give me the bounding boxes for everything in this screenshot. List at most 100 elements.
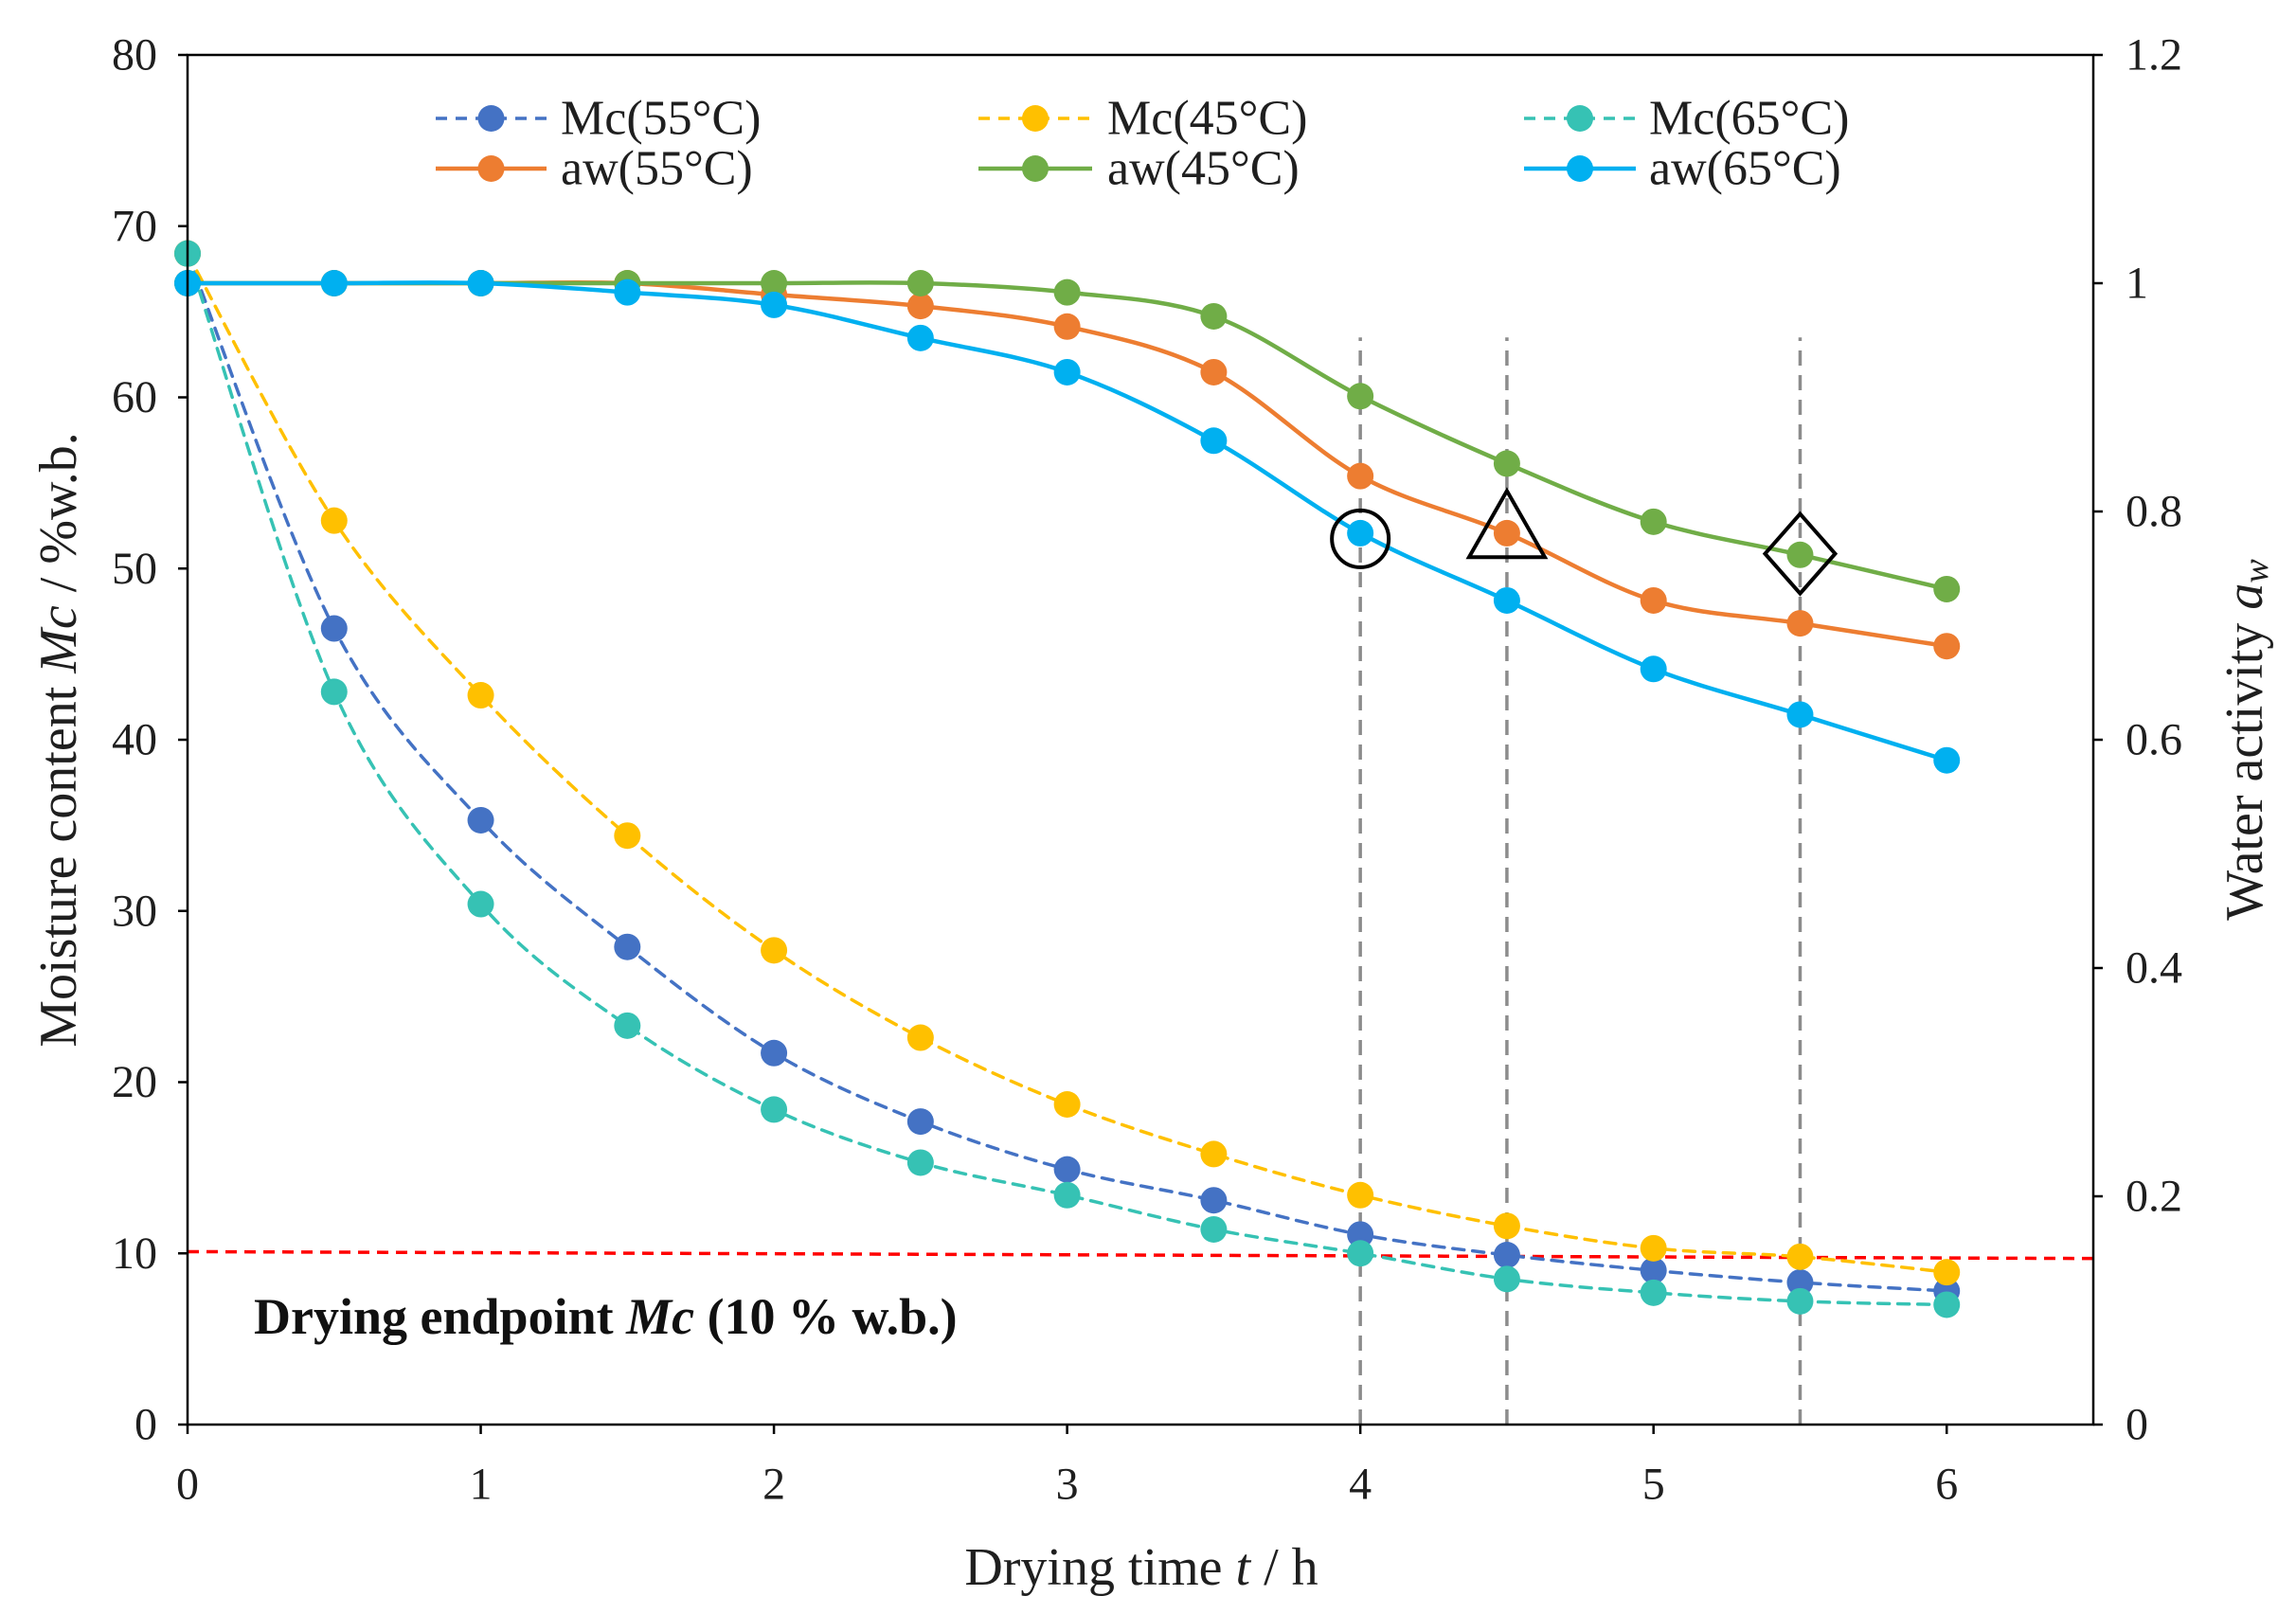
y-left-tick-label: 50 — [112, 544, 157, 594]
data-point-mc-55-c — [320, 615, 348, 642]
data-point-mc-55-c — [1493, 1242, 1520, 1269]
y-left-tick-label: 30 — [112, 886, 157, 936]
y-right-axis-label-subscript: w — [2236, 559, 2276, 583]
y-left-axis-label-text: Moisture content — [29, 673, 88, 1048]
data-point-aw-65-c — [614, 278, 641, 306]
y-right-axis-label: Water activity aw — [2215, 559, 2276, 921]
legend-marker — [1022, 155, 1049, 182]
data-point-aw-45-c — [1493, 450, 1520, 477]
legend-marker — [1022, 105, 1049, 132]
data-point-mc-65-c — [1640, 1279, 1667, 1306]
legend-label: aw(55°C) — [561, 142, 753, 196]
highlight-markers — [1330, 487, 1839, 597]
series-mc-65-c — [174, 240, 1961, 1318]
data-point-mc-65-c — [1347, 1240, 1374, 1267]
y-left-tick-label: 20 — [112, 1057, 157, 1107]
data-point-aw-55-c — [906, 293, 934, 320]
drying-endpoint-label-variable: Mc — [625, 1288, 694, 1345]
data-point-mc-55-c — [1786, 1268, 1814, 1296]
x-tick-label: 0 — [176, 1460, 199, 1510]
x-axis-label-text: Drying time — [964, 1538, 1235, 1597]
y-left-tick-label: 80 — [112, 30, 157, 81]
data-point-aw-45-c — [1933, 575, 1961, 602]
legend-item: Mc(55°C) — [436, 92, 761, 146]
data-point-aw-55-c — [1200, 358, 1228, 386]
x-tick-label: 5 — [1642, 1460, 1665, 1510]
data-point-mc-55-c — [1640, 1257, 1667, 1284]
x-tick-label: 3 — [1056, 1460, 1079, 1510]
data-point-mc-65-c — [467, 890, 494, 918]
data-point-mc-45-c — [320, 507, 348, 534]
y-right-axis-label-text: Water activity — [2215, 610, 2274, 921]
data-point-mc-45-c — [467, 682, 494, 709]
y-right-axis-label-variable: a — [2215, 583, 2274, 610]
legend: Mc(55°C) Mc(45°C) Mc(65°C) aw(55°C) aw(45°C)… — [436, 92, 1849, 196]
highlight-circle-marker — [1330, 508, 1391, 569]
data-point-mc-55-c — [761, 1039, 788, 1067]
drying-endpoint-label-unit: (10 % w.b.) — [694, 1288, 958, 1345]
y-right-tick-label: 1 — [2126, 259, 2148, 309]
data-point-aw-65-c — [1053, 358, 1081, 386]
series-line-mc-45-c — [186, 251, 1948, 1274]
y-right-tick-label: 0.2 — [2126, 1172, 2182, 1222]
y-left-tick-label: 0 — [135, 1400, 157, 1450]
series-aw-65-c — [174, 270, 1961, 774]
data-point-aw-55-c — [1347, 462, 1374, 490]
data-point-mc-45-c — [1640, 1234, 1667, 1262]
x-axis-label: Drying time t / h — [964, 1538, 1318, 1597]
y-left-axis-label-variable: Mc — [29, 605, 88, 674]
data-point-aw-45-c — [1200, 302, 1228, 330]
data-point-mc-65-c — [1786, 1287, 1814, 1315]
legend-marker — [477, 105, 505, 132]
data-point-mc-65-c — [1200, 1215, 1228, 1243]
y-left-axis-label-unit: / %w.b. — [29, 432, 88, 605]
y-left-axis-label: Moisture content Mc / %w.b. — [29, 432, 88, 1048]
data-point-aw-65-c — [1640, 655, 1667, 683]
legend-label: Mc(65°C) — [1649, 92, 1849, 146]
legend-marker — [477, 155, 505, 182]
data-point-aw-45-c — [906, 270, 934, 296]
data-point-aw-65-c — [1347, 519, 1374, 547]
data-point-mc-45-c — [1347, 1181, 1374, 1209]
data-point-mc-55-c — [1053, 1156, 1081, 1183]
y-left-tick-label: 70 — [112, 201, 157, 251]
legend-item: aw(65°C) — [1524, 142, 1841, 196]
data-point-mc-45-c — [614, 822, 641, 850]
legend-label: Mc(55°C) — [561, 92, 761, 146]
axis-ticks: 0 10 20 30 40 50 60 70 80 0 0.2 0.4 0.6 0.8 1 1.2 0 1 2 3 4 5… — [112, 30, 2182, 1510]
data-point-mc-65-c — [320, 678, 348, 706]
legend-item: Mc(65°C) — [1524, 92, 1849, 146]
legend-item: aw(45°C) — [978, 142, 1300, 196]
data-point-mc-55-c — [906, 1108, 934, 1136]
drying-endpoint-label-text: Drying endpoint — [254, 1288, 626, 1345]
data-point-mc-65-c — [614, 1012, 641, 1039]
data-point-aw-65-c — [1493, 586, 1520, 614]
data-point-aw-65-c — [1200, 427, 1228, 455]
data-point-aw-55-c — [1933, 633, 1961, 660]
data-point-aw-45-c — [1053, 278, 1081, 306]
data-point-aw-65-c — [761, 291, 788, 318]
y-right-tick-label: 0.4 — [2126, 943, 2182, 994]
data-point-mc-45-c — [906, 1024, 934, 1051]
legend-label: aw(65°C) — [1649, 142, 1841, 196]
data-point-aw-55-c — [1786, 610, 1814, 637]
data-point-aw-65-c — [320, 270, 348, 296]
x-tick-label: 2 — [762, 1460, 785, 1510]
y-right-tick-label: 1.2 — [2126, 30, 2182, 81]
series-mc-45-c — [174, 240, 1961, 1286]
y-right-tick-label: 0.6 — [2126, 715, 2182, 765]
drying-endpoint-label: Drying endpoint Mc (10 % w.b.) — [254, 1288, 958, 1345]
y-right-tick-label: 0 — [2126, 1400, 2148, 1450]
y-left-tick-label: 60 — [112, 372, 157, 422]
series-line-mc-55-c — [186, 251, 1948, 1293]
data-point-mc-45-c — [1200, 1140, 1228, 1168]
y-left-tick-label: 10 — [112, 1228, 157, 1279]
data-point-mc-45-c — [1933, 1259, 1961, 1286]
data-point-mc-45-c — [1786, 1243, 1814, 1270]
data-point-aw-55-c — [1640, 586, 1667, 614]
x-axis-label-variable: t — [1236, 1538, 1252, 1597]
legend-item: aw(55°C) — [436, 142, 753, 196]
